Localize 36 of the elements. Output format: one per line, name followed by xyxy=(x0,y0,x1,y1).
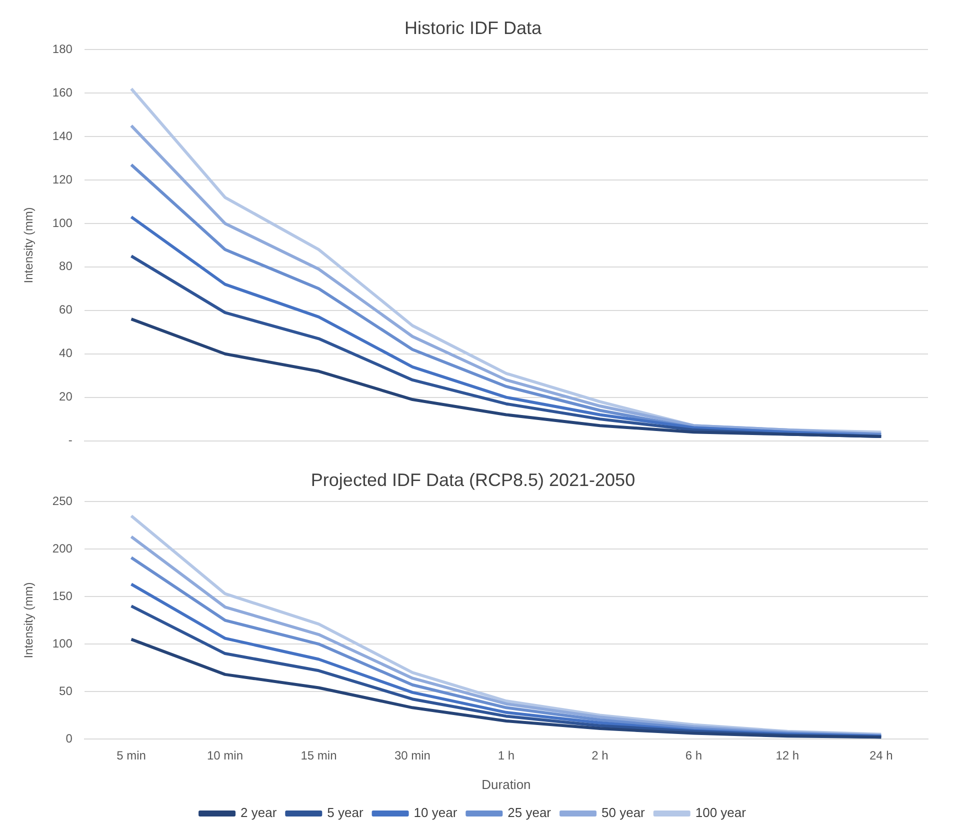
y-tick-label: 250 xyxy=(52,494,73,508)
x-tick-label: 1 h xyxy=(498,748,515,763)
legend-label: 100 year xyxy=(695,805,747,820)
y-tick-label: 200 xyxy=(52,541,73,556)
y-tick-label: 120 xyxy=(52,172,73,186)
chart-title: Historic IDF Data xyxy=(404,18,542,38)
y-tick-label: 20 xyxy=(59,390,73,404)
y-tick-label: 100 xyxy=(52,636,73,650)
y-tick-label: 160 xyxy=(52,85,73,100)
x-tick-label: 2 h xyxy=(592,748,608,763)
y-axis-title: Intensity (mm) xyxy=(22,207,36,284)
y-tick-label: 40 xyxy=(59,346,73,360)
x-tick-label: 30 min xyxy=(394,748,430,763)
x-tick-label: 24 h xyxy=(869,748,893,763)
y-axis-title: Intensity (mm) xyxy=(22,582,36,658)
legend-label: 50 year xyxy=(602,805,646,820)
x-tick-label: 15 min xyxy=(300,748,337,763)
y-tick-label: 50 xyxy=(59,684,73,698)
legend-label: 2 year xyxy=(240,805,278,820)
y-tick-label: 180 xyxy=(52,42,73,56)
y-tick-label: - xyxy=(68,433,72,448)
legend-label: 5 year xyxy=(327,805,364,820)
y-tick-label: 150 xyxy=(52,588,73,603)
x-tick-label: 5 min xyxy=(116,748,146,763)
y-tick-label: 140 xyxy=(52,128,73,143)
legend-label: 25 year xyxy=(508,805,552,820)
y-tick-label: 100 xyxy=(52,216,73,230)
y-tick-label: 60 xyxy=(59,302,73,317)
x-tick-label: 12 h xyxy=(776,748,800,763)
x-tick-label: 6 h xyxy=(685,748,702,763)
chart-title: Projected IDF Data (RCP8.5) 2021-2050 xyxy=(310,470,636,490)
x-tick-label: 10 min xyxy=(207,748,244,763)
legend-label: 10 year xyxy=(414,805,458,820)
y-tick-label: 0 xyxy=(66,731,73,746)
x-axis-title: Duration xyxy=(482,776,531,792)
y-tick-label: 80 xyxy=(59,259,73,274)
